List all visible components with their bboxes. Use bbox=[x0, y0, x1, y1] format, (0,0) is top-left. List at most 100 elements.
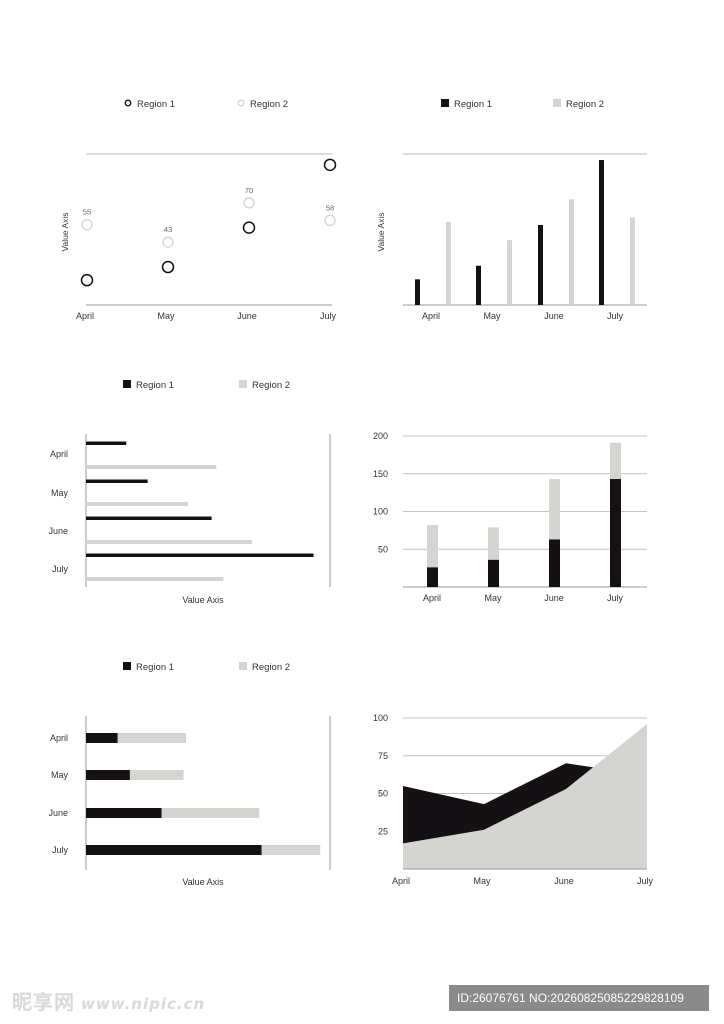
hbar-legend-swatch-1 bbox=[123, 380, 131, 388]
stacked-horizontal-bar-chart: Region 1 Region 2 April May June July Value Ax… bbox=[48, 662, 331, 887]
hbar-bar-region2-july bbox=[86, 577, 224, 581]
area-x-tick-april: April bbox=[392, 876, 410, 886]
area-x-tick-june: June bbox=[554, 876, 574, 886]
stacked-bar-region2-april bbox=[427, 525, 438, 568]
scatter-point-region1-may bbox=[161, 260, 175, 274]
stacked-bar-region2-june bbox=[549, 479, 560, 540]
vbar-bar-region2-july bbox=[630, 217, 635, 305]
vbar-legend-swatch-1 bbox=[441, 99, 449, 107]
area-y-tick-25: 25 bbox=[378, 826, 388, 836]
stacked-y-tick-50: 50 bbox=[378, 544, 388, 554]
hbar-bar-region2-april bbox=[86, 465, 217, 469]
area-x-tick-may: May bbox=[473, 876, 491, 886]
hbar-y-tick-may: May bbox=[51, 488, 69, 498]
scatter-point-region2-july bbox=[324, 214, 336, 227]
shbar-bar-region1-may bbox=[86, 770, 130, 780]
shbar-bar-region1-april bbox=[86, 733, 118, 743]
shbar-legend-label-2: Region 2 bbox=[252, 662, 290, 673]
hbar-legend-label-2: Region 2 bbox=[252, 380, 290, 391]
scatter-chart: Region 1 Region 2 Value Axis April May June Ju… bbox=[60, 99, 336, 321]
shbar-bar-region2-may bbox=[129, 770, 184, 780]
vbar-bar-region1-april bbox=[415, 279, 420, 305]
vbar-bar-region1-july bbox=[599, 160, 604, 305]
shbar-legend-swatch-2 bbox=[239, 662, 247, 670]
vbar-legend-swatch-2 bbox=[553, 99, 561, 107]
scatter-point-region2-may bbox=[162, 236, 174, 248]
hbar-x-axis-label: Value Axis bbox=[182, 595, 224, 605]
hbar-bar-region1-july bbox=[86, 553, 314, 557]
hbar-bar-region2-june bbox=[86, 540, 252, 544]
hbar-y-tick-april: April bbox=[50, 449, 68, 459]
vbar-x-tick-june: June bbox=[544, 311, 564, 321]
hbar-bar-region1-may bbox=[86, 479, 148, 483]
vbar-bar-region1-may bbox=[476, 265, 481, 305]
vbar-bar-region2-april bbox=[446, 221, 451, 305]
area-y-tick-100: 100 bbox=[373, 713, 388, 723]
vbar-x-tick-may: May bbox=[483, 311, 501, 321]
scatter-legend-marker-1 bbox=[124, 99, 132, 107]
hbar-bar-region1-june bbox=[86, 516, 212, 520]
shbar-bar-region1-july bbox=[86, 845, 262, 855]
watermark-id-banner: ID:26076761 NO:20260825085229828109 bbox=[449, 985, 709, 1011]
stacked-y-tick-100: 100 bbox=[373, 507, 388, 517]
stacked-y-tick-150: 150 bbox=[373, 469, 388, 479]
shbar-legend-label-1: Region 1 bbox=[136, 662, 174, 673]
stacked-x-tick-april: April bbox=[423, 593, 441, 603]
area-x-tick-july: July bbox=[637, 876, 654, 886]
area-region2 bbox=[403, 724, 647, 869]
area-chart: 25 50 75 100 April May June July bbox=[373, 713, 654, 886]
vbar-bar-region1-june bbox=[538, 224, 543, 305]
stacked-bar-region1-may bbox=[488, 559, 499, 587]
scatter-legend-label-2: Region 2 bbox=[250, 99, 288, 110]
scatter-point-region1-april bbox=[80, 273, 94, 287]
vbar-x-tick-july: July bbox=[607, 311, 624, 321]
shbar-y-tick-april: April bbox=[50, 733, 68, 743]
watermark-logo-text: 昵享网 bbox=[12, 990, 75, 1014]
hbar-y-tick-july: July bbox=[52, 564, 69, 574]
scatter-data-label-region2-may: 43 bbox=[164, 225, 172, 234]
scatter-data-label-region2-june: 70 bbox=[245, 186, 253, 195]
scatter-x-tick-april: April bbox=[76, 311, 94, 321]
vbar-legend-label-1: Region 1 bbox=[454, 99, 492, 110]
stacked-x-tick-july: July bbox=[607, 593, 624, 603]
scatter-x-tick-june: June bbox=[237, 311, 257, 321]
scatter-legend-label-1: Region 1 bbox=[137, 99, 175, 110]
vertical-bar-chart: Region 1 Region 2 Value Axis April May June Ju… bbox=[376, 99, 647, 321]
hbar-bar-region1-april bbox=[86, 441, 127, 445]
vbar-legend-label-2: Region 2 bbox=[566, 99, 604, 110]
shbar-bar-region2-april bbox=[117, 733, 187, 743]
scatter-point-region2-april bbox=[81, 218, 93, 231]
scatter-y-axis-label: Value Axis bbox=[60, 212, 70, 251]
watermark-logo: 昵享网 www.nipic.cn bbox=[12, 986, 205, 1015]
shbar-y-tick-may: May bbox=[51, 770, 69, 780]
shbar-bar-region1-june bbox=[86, 808, 162, 818]
hbar-y-tick-june: June bbox=[48, 526, 68, 536]
horizontal-bar-chart: Region 1 Region 2 April May June July Value Ax… bbox=[48, 380, 331, 605]
stacked-bar-region1-july bbox=[610, 479, 621, 587]
scatter-point-region1-june bbox=[242, 221, 256, 234]
watermark-url: www.nipic.cn bbox=[81, 995, 206, 1013]
shbar-bar-region2-july bbox=[261, 845, 321, 855]
shbar-y-tick-july: July bbox=[52, 845, 69, 855]
shbar-legend-swatch-1 bbox=[123, 662, 131, 670]
stacked-bar-chart: 50 100 150 200 April May June July bbox=[373, 431, 647, 603]
stacked-bar-region1-april bbox=[427, 567, 438, 587]
scatter-point-region1-july bbox=[323, 158, 337, 172]
stacked-bar-region1-june bbox=[549, 539, 560, 587]
scatter-data-label-region2-july: 58 bbox=[326, 203, 334, 212]
shbar-bar-region2-june bbox=[161, 808, 260, 818]
scatter-x-tick-may: May bbox=[157, 311, 175, 321]
hbar-legend-label-1: Region 1 bbox=[136, 380, 174, 391]
area-y-tick-50: 50 bbox=[378, 789, 388, 799]
scatter-point-region2-june bbox=[243, 197, 255, 209]
vbar-x-tick-april: April bbox=[422, 311, 440, 321]
stacked-bar-region2-may bbox=[488, 527, 499, 560]
area-y-tick-75: 75 bbox=[378, 751, 388, 761]
stacked-y-tick-200: 200 bbox=[373, 431, 388, 441]
vbar-y-axis-label: Value Axis bbox=[376, 212, 386, 251]
shbar-y-tick-june: June bbox=[48, 808, 68, 818]
scatter-data-label-region2-april: 55 bbox=[83, 208, 91, 217]
vbar-bar-region2-june bbox=[569, 199, 574, 305]
shbar-x-axis-label: Value Axis bbox=[182, 877, 224, 887]
